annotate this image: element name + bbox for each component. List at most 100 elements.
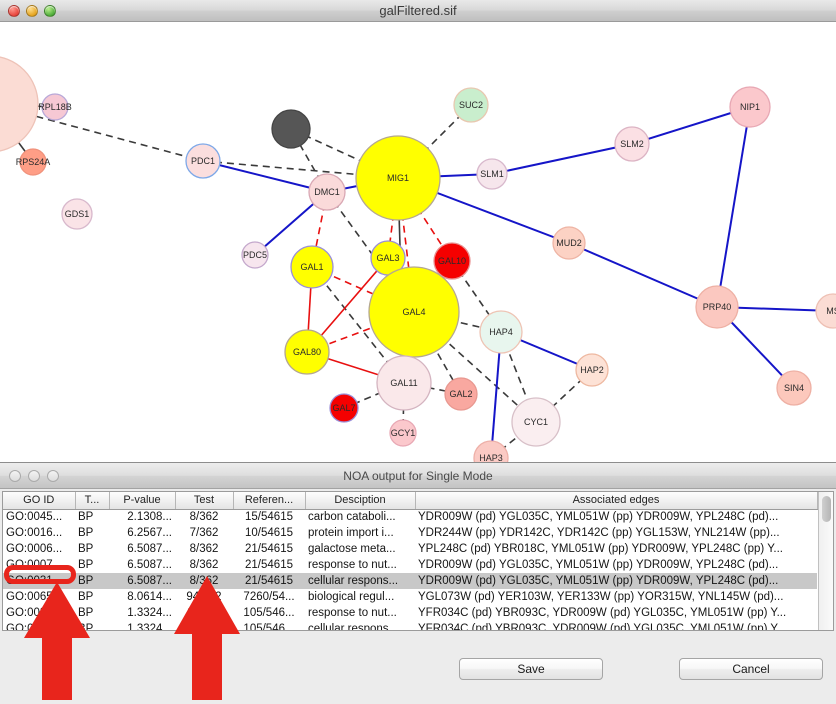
network-node-rpl18b[interactable]: RPL18B (38, 93, 72, 121)
results-table-scrollbar[interactable] (818, 492, 833, 630)
network-node-gal7[interactable]: GAL7 (329, 393, 359, 423)
network-node-gal80[interactable]: GAL80 (284, 329, 330, 375)
table-header-row: GO ID T... P-value Test Referen... Desci… (3, 492, 818, 510)
network-node-gal2[interactable]: GAL2 (444, 377, 478, 411)
network-node-gal10[interactable]: GAL10 (433, 242, 471, 280)
network-node-mud2[interactable]: MUD2 (552, 226, 586, 260)
cancel-button[interactable]: Cancel (679, 658, 823, 680)
column-header-reference[interactable]: Referen... (233, 492, 306, 510)
node-circle[interactable] (552, 226, 586, 260)
network-node-gal1[interactable]: GAL1 (290, 245, 334, 289)
results-table-body[interactable]: GO:0045... BP 2.1308... 8/362 15/54615 carbon… (3, 509, 817, 630)
network-node-pdc1[interactable]: PDC1 (185, 143, 221, 179)
node-circle[interactable] (368, 266, 460, 358)
network-node-hap3[interactable]: HAP3 (473, 440, 509, 462)
node-circle[interactable] (41, 93, 69, 121)
network-edge[interactable] (202, 160, 399, 179)
network-node-sin4[interactable]: SIN4 (776, 370, 812, 406)
table-row[interactable]: GO:0031... BP 1.3324... 11/362 105/546... cel… (3, 621, 817, 630)
network-node-prp40[interactable]: PRP40 (695, 285, 739, 329)
column-header-pvalue[interactable]: P-value (109, 492, 176, 510)
network-node-hap4[interactable]: HAP4 (479, 310, 523, 354)
network-node-bigleft[interactable] (0, 56, 39, 152)
node-circle[interactable] (614, 126, 650, 162)
noa-minimize-button[interactable] (28, 469, 40, 482)
node-circle[interactable] (511, 397, 561, 447)
window-title: galFiltered.sif (379, 2, 457, 18)
cell-go-id: GO:0065... (6, 591, 63, 603)
node-circle[interactable] (61, 198, 93, 230)
cell-type: BP (78, 591, 94, 603)
node-circle[interactable] (453, 87, 489, 123)
cell-desc: carbon cataboli... (308, 511, 396, 524)
save-button[interactable]: Save (459, 658, 603, 680)
zoom-button[interactable] (44, 4, 56, 17)
network-canvas[interactable]: RPL18B RPS24A GDS1 PDC1 PDC5 DMC1 MIG1 SUC2 SLM1… (0, 22, 836, 462)
node-circle[interactable] (473, 440, 509, 462)
node-circle[interactable] (729, 86, 771, 128)
node-circle[interactable] (575, 353, 609, 387)
table-row[interactable]: GO:0031... BP 1.3324... 11/362 105/546... res… (3, 605, 817, 621)
table-row[interactable]: GO:0045... BP 2.1308... 8/362 15/54615 carbon… (3, 509, 817, 525)
column-header-description[interactable]: Desciption (305, 492, 416, 510)
noa-close-button[interactable] (9, 469, 21, 482)
network-node-rps24a[interactable]: RPS24A (16, 148, 51, 176)
node-circle[interactable] (355, 135, 441, 221)
table-row[interactable]: GO:0006... BP 6.5087... 8/362 21/54615 galact… (3, 541, 817, 557)
node-circle[interactable] (0, 56, 39, 152)
node-circle[interactable] (815, 293, 836, 329)
network-edge[interactable] (202, 160, 328, 193)
close-button[interactable] (8, 4, 20, 17)
network-node-gal4[interactable]: GAL4 (368, 266, 460, 358)
network-node-cyc1[interactable]: CYC1 (511, 397, 561, 447)
network-node-pdc5[interactable]: PDC5 (241, 241, 269, 269)
node-circle[interactable] (776, 370, 812, 406)
column-header-go-id[interactable]: GO ID (3, 492, 76, 510)
column-header-type[interactable]: T... (75, 492, 110, 510)
node-circle[interactable] (308, 173, 346, 211)
network-node-ms[interactable]: MS (815, 293, 836, 329)
node-circle[interactable] (290, 245, 334, 289)
node-circle[interactable] (479, 310, 523, 354)
table-row[interactable]: GO:0016... BP 6.2567... 7/362 10/54615 protei… (3, 525, 817, 541)
table-row[interactable]: GO:0031... BP 6.5087... 8/362 21/54615 cellul… (3, 573, 817, 589)
network-edge[interactable] (716, 106, 751, 308)
node-circle[interactable] (19, 148, 47, 176)
scrollbar-thumb[interactable] (822, 496, 831, 522)
network-node-hap2[interactable]: HAP2 (575, 353, 609, 387)
node-circle[interactable] (284, 329, 330, 375)
network-node-suc2[interactable]: SUC2 (453, 87, 489, 123)
network-node-slm2[interactable]: SLM2 (614, 126, 650, 162)
network-node-dmc1[interactable]: DMC1 (308, 173, 346, 211)
network-node-gds1[interactable]: GDS1 (61, 198, 93, 230)
node-circle[interactable] (389, 419, 417, 447)
node-circle[interactable] (476, 158, 508, 190)
network-node-grey[interactable] (271, 109, 311, 149)
node-circle[interactable] (271, 109, 311, 149)
network-edge[interactable] (491, 143, 633, 175)
results-table-scrollarea[interactable]: GO ID T... P-value Test Referen... Desci… (3, 492, 818, 630)
results-table[interactable]: GO ID T... P-value Test Referen... Desci… (3, 492, 818, 630)
noa-title: NOA output for Single Mode (343, 468, 493, 483)
minimize-button[interactable] (26, 4, 38, 17)
node-circle[interactable] (444, 377, 478, 411)
noa-zoom-button[interactable] (47, 469, 59, 482)
node-circle[interactable] (695, 285, 739, 329)
node-circle[interactable] (241, 241, 269, 269)
network-node-gal11[interactable]: GAL11 (376, 355, 432, 411)
cell-ref: 7260/54... (243, 591, 295, 603)
node-circle[interactable] (433, 242, 471, 280)
column-header-associated-edges[interactable]: Associated edges (415, 492, 818, 510)
table-row[interactable]: GO:0007... BP 6.5087... 8/362 21/54615 respon… (3, 557, 817, 573)
node-circle[interactable] (185, 143, 221, 179)
network-node-slm1[interactable]: SLM1 (476, 158, 508, 190)
node-circle[interactable] (376, 355, 432, 411)
network-node-nip1[interactable]: NIP1 (729, 86, 771, 128)
network-node-gcy1[interactable]: GCY1 (389, 419, 417, 447)
node-circle[interactable] (329, 393, 359, 423)
network-edge[interactable] (568, 242, 718, 308)
column-header-test[interactable]: Test (175, 492, 234, 510)
network-node-mig1[interactable]: MIG1 (355, 135, 441, 221)
table-row[interactable]: GO:0065... BP 8.0614... 94/362 7260/54... bio… (3, 589, 817, 605)
